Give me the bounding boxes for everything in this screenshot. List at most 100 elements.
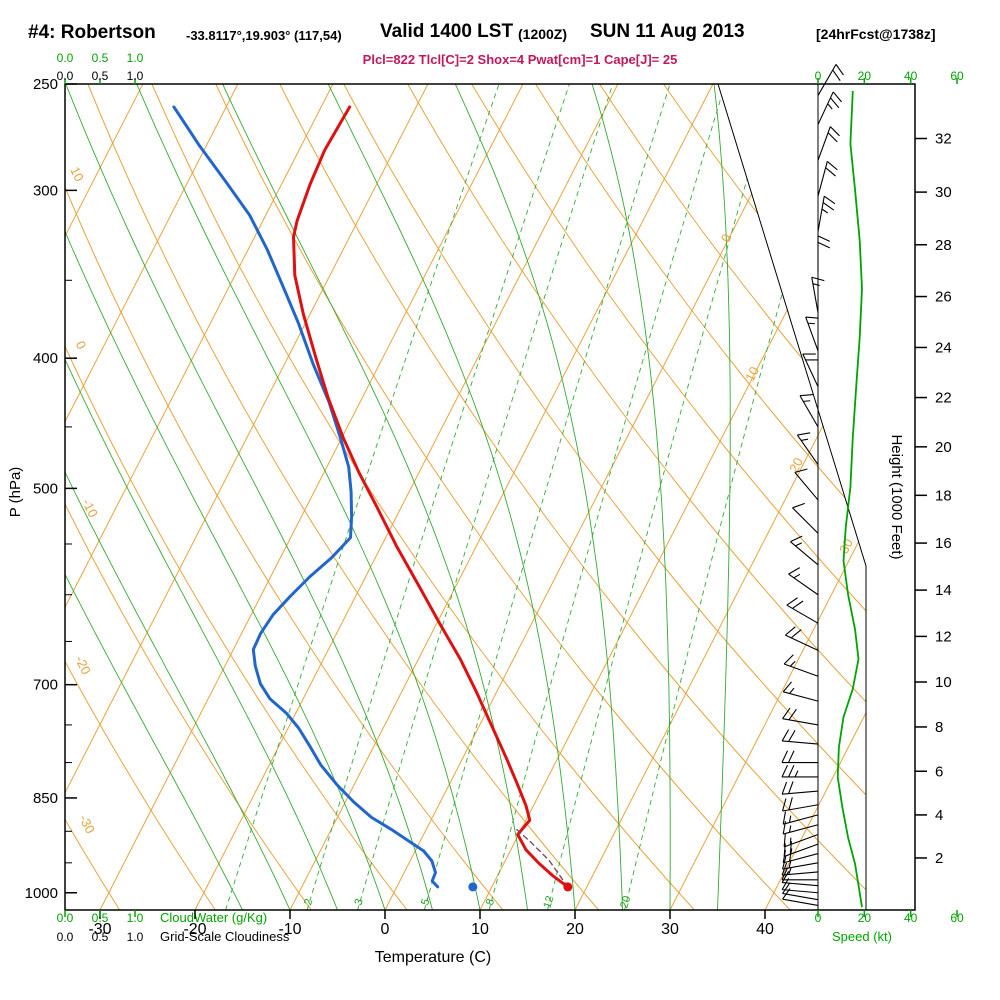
speed-profile-curve — [836, 90, 863, 908]
axes-frame — [64, 83, 916, 911]
cloudwater-tick-label-bottom: 0.5 — [92, 911, 109, 925]
height-tick-label: 4 — [935, 807, 943, 824]
cloudiness-tick-label-top: 1.0 — [127, 69, 144, 83]
wind-barb-half — [821, 208, 829, 214]
moist-adiabat-line — [136, 84, 481, 910]
height-tick-label: 26 — [935, 289, 952, 306]
wind-barb-full — [782, 882, 791, 894]
wind-barb-full — [782, 849, 787, 863]
isotherm-line — [384, 84, 809, 910]
mixing-ratio-line — [423, 84, 671, 910]
dry-adiabat-line — [407, 84, 866, 910]
mixing-ratio-label: 5 — [419, 897, 432, 906]
wind-barb-full — [788, 797, 793, 811]
wind-barb-full — [805, 316, 819, 319]
mixing-ratio-line — [306, 84, 570, 910]
isotherm-line — [65, 84, 144, 910]
height-tick-label: 30 — [935, 184, 952, 201]
wind-barb-staff — [783, 853, 819, 864]
wind-barb-full — [835, 64, 844, 76]
speed-tick-label-bottom: 20 — [858, 911, 872, 925]
wind-barb-full — [789, 841, 792, 855]
forecast-tag: [24hrFcst@1738z] — [816, 26, 936, 42]
wind-barb-full — [826, 160, 838, 171]
wind-barb-staff — [817, 91, 834, 125]
valid-time: Valid 1400 LST — [380, 21, 514, 42]
wind-barb-full — [788, 750, 795, 763]
wind-barb-full — [832, 91, 842, 103]
speed-tick-label-top: 40 — [904, 69, 918, 83]
mixing-ratio-line — [624, 84, 841, 910]
wind-barb-full — [827, 132, 838, 143]
wind-barb-full — [781, 750, 788, 763]
wind-barb-half — [827, 103, 833, 110]
station-title: #4: Robertson — [28, 22, 156, 43]
temperature-curve — [292, 105, 570, 889]
wind-barb-full — [794, 468, 808, 473]
dry-adiabat-label: 0 — [73, 338, 90, 351]
wind-barb-full — [788, 781, 794, 794]
mixing-ratio-line — [547, 84, 776, 910]
mixing-ratio-label: 20 — [618, 895, 633, 910]
wind-barb-full — [817, 235, 831, 242]
moist-adiabat-line — [222, 84, 528, 910]
height-tick-label: 12 — [935, 628, 952, 645]
dry-adiabat-line — [65, 84, 408, 910]
isotherm-line — [289, 84, 714, 910]
dry-adiabat-label: -10 — [79, 496, 101, 519]
wind-barb-half — [788, 861, 792, 869]
speed-tick-label-bottom: 0 — [815, 911, 822, 925]
isotherm-label: 20 — [786, 455, 806, 475]
wind-barb-full — [799, 394, 813, 397]
temp-tick-label: 10 — [471, 921, 489, 938]
wind-barb-half — [793, 573, 801, 579]
wind-barb-staff — [817, 161, 828, 197]
cloudiness-tick-label-top: 0.0 — [57, 69, 74, 83]
valid-zulu: (1200Z) — [518, 26, 568, 42]
wind-barb-full — [829, 126, 840, 137]
height-tick-label: 32 — [935, 131, 952, 148]
temp-tick-label: 30 — [661, 921, 679, 938]
cloudwater-tick-label-bottom: 1.0 — [127, 911, 144, 925]
dry-adiabat-label: -30 — [76, 812, 98, 835]
wind-barb-full — [792, 600, 804, 609]
wind-barb-staff — [805, 316, 819, 352]
wind-barb-half — [788, 867, 792, 875]
wind-barb-full — [782, 888, 791, 900]
temp-tick-label: -20 — [183, 921, 206, 938]
cloudiness-tick-label-bottom: 0.0 — [57, 930, 74, 944]
wind-barb-half — [788, 815, 792, 823]
wind-barb-staff — [782, 804, 819, 812]
cloudwater-tick-label-top: 1.0 — [127, 51, 144, 65]
wind-barb-half — [807, 322, 815, 325]
wind-barb-staff — [799, 395, 819, 428]
wind-barb-staff — [782, 740, 819, 745]
wind-barb-full — [782, 811, 787, 825]
height-tick-label: 2 — [935, 850, 943, 867]
wind-barb-staff — [786, 604, 819, 624]
pressure-tick-label: 300 — [33, 182, 58, 199]
wind-barb-staff — [792, 507, 819, 534]
wind-barb-full — [782, 798, 787, 812]
pressure-axis-title: P (hPa) — [7, 467, 24, 518]
isotherm-line — [65, 84, 429, 910]
wind-barb-full — [782, 856, 787, 870]
isotherm-line — [65, 84, 239, 910]
cloudiness-tick-label-bottom: 0.5 — [92, 930, 109, 944]
wind-barb-full — [788, 708, 797, 721]
temp-tick-label: -30 — [88, 921, 111, 938]
cloudwater-tick-label-top: 0.0 — [57, 51, 74, 65]
mixing-ratio-label: 12 — [541, 895, 556, 910]
height-tick-label: 28 — [935, 237, 952, 254]
speed-axis-title: Speed (kt) — [832, 929, 892, 944]
moist-adiabat-line — [713, 84, 731, 910]
wind-barb-full — [811, 276, 825, 282]
dry-adiabat-label: -20 — [72, 653, 94, 676]
cloudiness-axis-title: Grid-Scale Cloudiness — [160, 929, 290, 944]
moist-adiabat-line — [65, 84, 243, 910]
pressure-tick-label: 500 — [33, 480, 58, 497]
wind-barb-half — [794, 770, 799, 778]
wind-barb-half — [800, 438, 809, 441]
